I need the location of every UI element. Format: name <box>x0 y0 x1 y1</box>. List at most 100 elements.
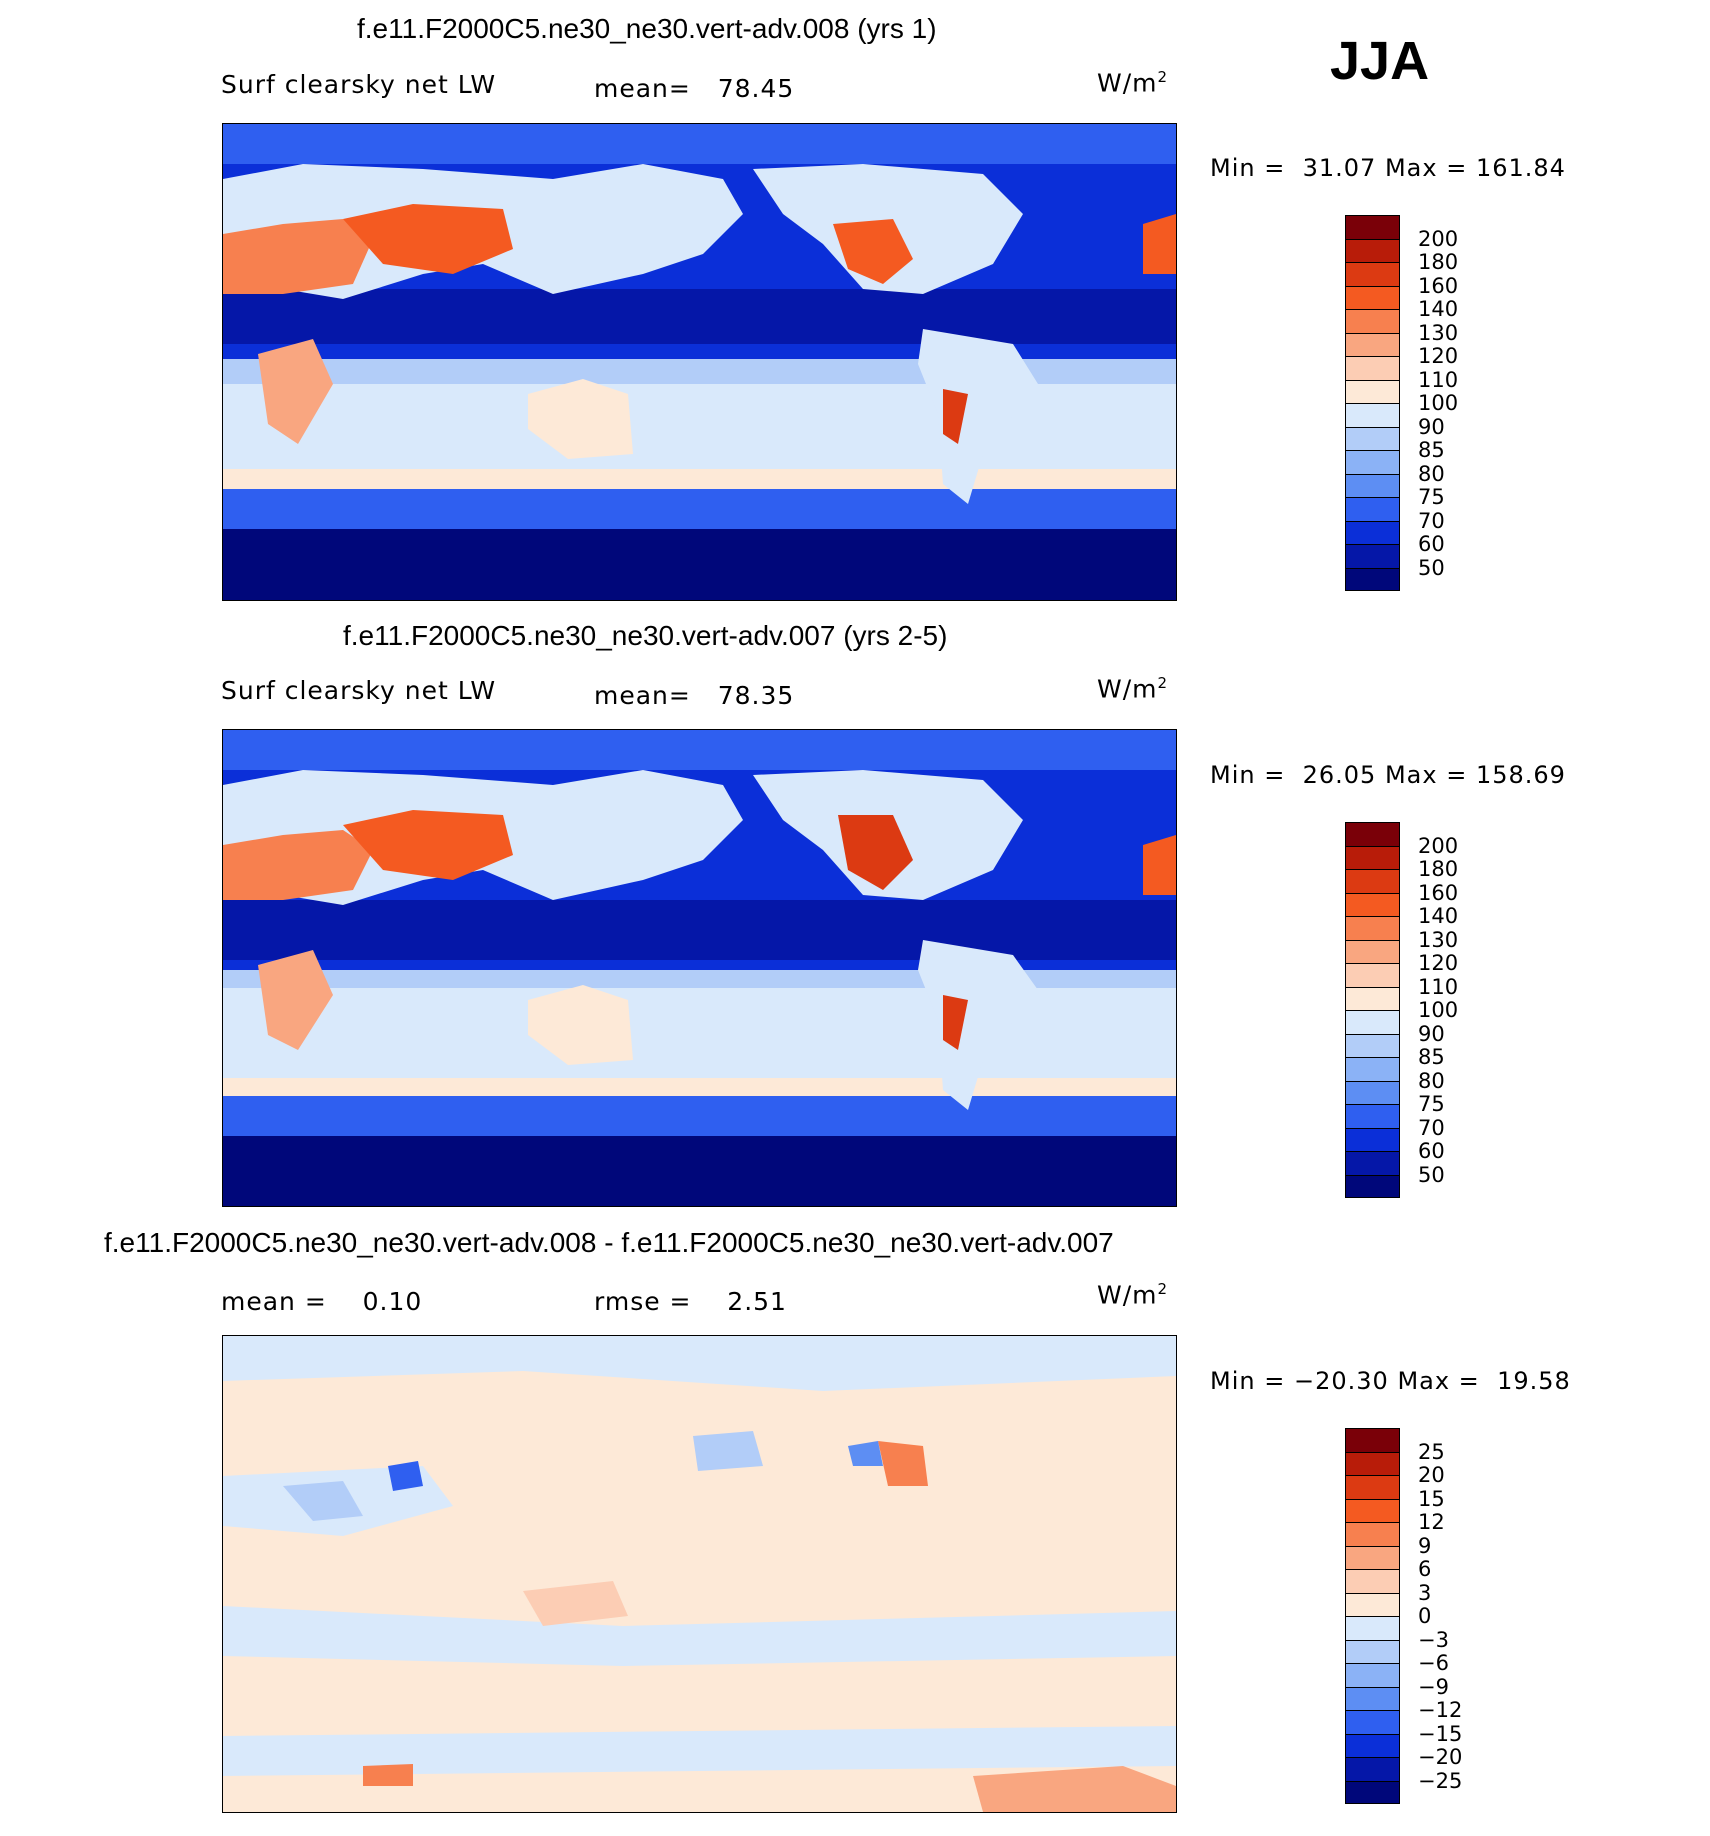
sahara-region <box>223 830 373 900</box>
colorbar-tick-label: 60 <box>1418 532 1445 556</box>
colorbar-box <box>1346 822 1399 846</box>
colorbar-box <box>1346 1710 1399 1734</box>
panel1-mean-value: 78.45 <box>717 74 795 103</box>
panel3-title: f.e11.F2000C5.ne30_ne30.vert-adv.008 - f… <box>104 1227 1114 1258</box>
panel2-min-key: Min = <box>1210 761 1286 789</box>
colorbar-box <box>1346 285 1399 309</box>
south-africa-region <box>258 339 333 444</box>
pale-band <box>223 469 1176 489</box>
colorbar-tick-label: −20 <box>1418 1745 1463 1769</box>
colorbar-tick-label: 160 <box>1418 273 1459 298</box>
colorbar-box <box>1346 939 1399 963</box>
sahara-region <box>223 219 373 294</box>
panel3-max-key: Max = <box>1397 1367 1480 1395</box>
panel2-minmax: Min = 26.05 Max = 158.69 <box>1210 761 1566 789</box>
colorbar-tick-label: 50 <box>1418 1162 1445 1187</box>
colorbar-box <box>1346 567 1399 591</box>
colorbar-box <box>1346 497 1399 521</box>
colorbar-tick-label: 200 <box>1418 833 1459 858</box>
colorbar-tick-label: 180 <box>1418 250 1459 274</box>
colorbar-tick-label: 3 <box>1418 1580 1432 1605</box>
iberia-region <box>1143 835 1176 895</box>
colorbar-box <box>1346 1428 1399 1452</box>
colorbar-box <box>1346 1686 1399 1710</box>
panel1-units-exp: 2 <box>1157 68 1169 86</box>
colorbar-box <box>1346 892 1399 916</box>
antarctic-diff-spot <box>363 1764 413 1786</box>
colorbar-tick-label: 130 <box>1418 927 1459 952</box>
colorbar-box <box>1346 1663 1399 1687</box>
colorbar-tick-label: 120 <box>1418 951 1459 975</box>
panel2-units-base: W/m <box>1097 674 1158 704</box>
colorbar-tick-label: −3 <box>1418 1627 1449 1652</box>
panel1-units-base: W/m <box>1097 68 1158 98</box>
panel1-units: W/m2 <box>1097 68 1168 97</box>
colorbar-tick-label: 75 <box>1418 485 1445 509</box>
colorbar-box <box>1346 1451 1399 1475</box>
colorbar-box <box>1346 986 1399 1010</box>
southern-midlat-band <box>223 988 1176 1078</box>
colorbar-tick-label: 100 <box>1418 391 1459 415</box>
colorbar-box <box>1346 963 1399 987</box>
panel3-max-value: 19.58 <box>1497 1367 1571 1395</box>
colorbar-box <box>1346 262 1399 286</box>
panel3-map <box>222 1335 1177 1813</box>
colorbar-tick-label: −9 <box>1418 1674 1449 1699</box>
southern-midlat-band <box>223 379 1176 469</box>
colorbar-box <box>1346 332 1399 356</box>
central-asia-region <box>343 204 513 274</box>
colorbar-tick-label: 20 <box>1418 1463 1445 1487</box>
colorbar-tick-label: 60 <box>1418 1139 1445 1163</box>
colorbar-box <box>1346 1639 1399 1663</box>
south-america-region <box>918 940 1038 1110</box>
panel3-units: W/m2 <box>1097 1280 1168 1309</box>
colorbar-tick-label: −12 <box>1418 1698 1463 1722</box>
panel2-min-value: 26.05 <box>1302 761 1377 789</box>
panel1-variable-label: Surf clearsky net LW <box>221 70 497 99</box>
colorbar-tick-label: 110 <box>1418 367 1459 392</box>
colorbar-tick-label: 140 <box>1418 904 1459 928</box>
panel2-variable-label: Surf clearsky net LW <box>221 676 497 705</box>
southern-diff-band <box>223 1606 1176 1666</box>
pacific-diff-negative <box>693 1431 763 1471</box>
usa-diff-negative <box>848 1441 883 1466</box>
colorbar-box <box>1346 1057 1399 1081</box>
colorbar-box <box>1346 1780 1399 1804</box>
arctic-band <box>223 124 1176 164</box>
colorbar-tick-label: 120 <box>1418 344 1459 368</box>
panel2-mean-label: mean= 78.35 <box>594 681 794 710</box>
colorbar-box <box>1346 1498 1399 1522</box>
colorbar-box <box>1346 1545 1399 1569</box>
panel3-rmse-label: rmse = 2.51 <box>594 1287 787 1316</box>
colorbar-box <box>1346 1475 1399 1499</box>
colorbar-tick-label: 25 <box>1418 1439 1445 1464</box>
colorbar-box <box>1346 1592 1399 1616</box>
colorbar-box <box>1346 403 1399 427</box>
colorbar-box <box>1346 1757 1399 1781</box>
panel3-min-value: −20.30 <box>1293 1367 1389 1395</box>
colorbar-box <box>1346 238 1399 262</box>
iberia-region <box>1143 214 1176 274</box>
colorbar-tick-label: −25 <box>1418 1768 1463 1793</box>
colorbar-box <box>1346 1010 1399 1034</box>
colorbar-box <box>1346 1522 1399 1546</box>
colorbar-tick-label: 140 <box>1418 297 1459 321</box>
australia-region <box>528 379 633 459</box>
arctic-diff-region <box>223 1336 1176 1391</box>
antarctica <box>223 1136 1176 1206</box>
colorbar-tick-label: 85 <box>1418 438 1445 462</box>
colorbar-tick-label: 70 <box>1418 1115 1445 1140</box>
usa-diff-positive <box>878 1441 928 1486</box>
panel1-mean-key: mean= <box>594 74 691 103</box>
colorbar-box <box>1346 426 1399 450</box>
colorbar-tick-label: 75 <box>1418 1092 1445 1116</box>
colorbar-box <box>1346 916 1399 940</box>
panel1-map-svg <box>223 124 1176 600</box>
colorbar-box <box>1346 1033 1399 1057</box>
colorbar-tick-label: 160 <box>1418 880 1459 905</box>
colorbar-box <box>1346 1104 1399 1128</box>
panel1-mean-label: mean= 78.45 <box>594 74 794 103</box>
tropics-band <box>223 289 1176 344</box>
panel1-minmax: Min = 31.07 Max = 161.84 <box>1210 154 1566 182</box>
colorbar-tick-label: 70 <box>1418 508 1445 533</box>
